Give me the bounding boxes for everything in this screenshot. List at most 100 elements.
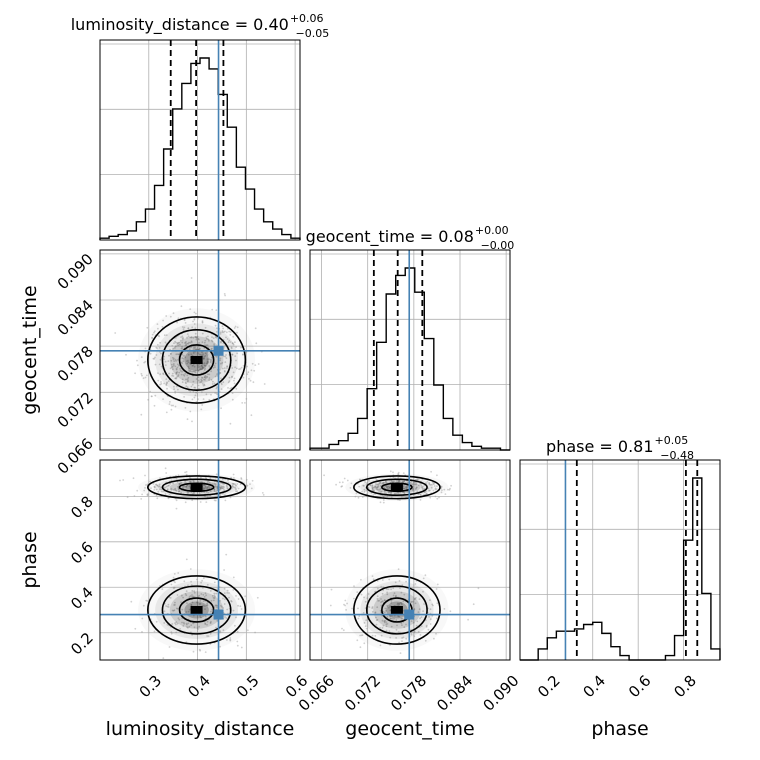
sample-dot-2-0-392 bbox=[182, 625, 185, 627]
ytick-geocent_time-1: 0.072 bbox=[54, 388, 97, 431]
sample-dot-1-0-695 bbox=[140, 356, 143, 358]
sample-dot-2-0-462 bbox=[215, 626, 217, 629]
sample-dot-2-1-168 bbox=[381, 482, 384, 485]
sample-dot-1-0-144 bbox=[175, 360, 178, 362]
sample-dot-2-0-334 bbox=[130, 600, 133, 603]
sample-dot-1-0-198 bbox=[169, 315, 172, 318]
sample-dot-1-0-613 bbox=[189, 308, 192, 310]
xtick-luminosity_distance-1: 0.4 bbox=[184, 672, 214, 702]
sample-dot-2-0-125 bbox=[234, 483, 237, 485]
sample-dot-1-0-393 bbox=[213, 364, 216, 367]
sample-dot-1-0-286 bbox=[187, 353, 190, 356]
sample-dot-1-0-62 bbox=[223, 370, 226, 373]
sample-dot-1-0-347 bbox=[187, 335, 190, 338]
sample-dot-1-0-66 bbox=[219, 333, 222, 335]
sample-dot-1-0-621 bbox=[232, 343, 235, 346]
sample-dot-1-0-196 bbox=[178, 364, 180, 367]
sample-dot-1-0-411 bbox=[207, 335, 209, 338]
sample-dot-1-0-605 bbox=[173, 357, 175, 360]
sample-dot-2-0-177 bbox=[153, 630, 156, 633]
sample-dot-2-0-670 bbox=[169, 488, 172, 491]
sample-dot-1-0-495 bbox=[201, 354, 204, 357]
sample-dot-2-1-111 bbox=[379, 644, 382, 647]
sample-dot-2-0-481 bbox=[177, 572, 180, 574]
sample-dot-2-1-572 bbox=[428, 489, 430, 492]
sample-dot-2-0-82 bbox=[213, 499, 216, 502]
sample-dot-2-1-545 bbox=[428, 616, 430, 618]
sample-dot-2-1-634 bbox=[414, 483, 417, 486]
sample-dot-1-0-302 bbox=[181, 335, 184, 338]
sample-dot-2-0-93 bbox=[174, 487, 177, 490]
sample-dot-2-1-573 bbox=[434, 487, 437, 490]
sample-dot-2-0-409 bbox=[165, 485, 168, 488]
sample-dot-2-0-433 bbox=[159, 488, 161, 490]
sample-dot-2-0-486 bbox=[183, 580, 186, 583]
sample-dot-2-1-639 bbox=[401, 584, 404, 586]
sample-dot-1-0-82 bbox=[173, 385, 175, 388]
sample-dot-1-0-630 bbox=[228, 376, 231, 379]
sample-dot-2-0-698 bbox=[175, 499, 178, 502]
sample-dot-1-0-634 bbox=[149, 352, 152, 355]
sample-dot-2-1-129 bbox=[413, 631, 415, 634]
sample-dot-1-0-587 bbox=[219, 341, 222, 343]
sample-dot-1-0-458 bbox=[197, 398, 199, 400]
sample-dot-2-1-522 bbox=[353, 597, 355, 600]
sample-dot-2-1-399 bbox=[383, 611, 386, 614]
sample-dot-1-0-253 bbox=[165, 384, 168, 387]
sample-dot-1-0-3 bbox=[205, 352, 208, 355]
sample-dot-2-1-498 bbox=[411, 489, 414, 492]
sample-dot-2-0-77 bbox=[249, 483, 251, 485]
sample-dot-2-0-414 bbox=[245, 485, 248, 487]
sample-dot-1-0-625 bbox=[232, 335, 235, 338]
sample-dot-1-0-338 bbox=[210, 360, 212, 362]
sample-dot-2-0-167 bbox=[175, 621, 178, 624]
sample-dot-2-1-75 bbox=[376, 488, 378, 490]
sample-dot-2-1-226 bbox=[371, 487, 374, 489]
sample-dot-2-0-692 bbox=[256, 596, 259, 599]
sample-dot-1-0-646 bbox=[193, 346, 196, 349]
sample-dot-1-0-382 bbox=[152, 357, 155, 360]
sample-dot-2-0-508 bbox=[207, 480, 210, 483]
sample-dot-1-0-620 bbox=[197, 337, 200, 340]
sample-dot-2-0-315 bbox=[182, 486, 185, 489]
sample-dot-2-1-450 bbox=[395, 480, 398, 482]
sample-dot-2-0-105 bbox=[239, 605, 242, 607]
sample-dot-1-0-203 bbox=[184, 322, 187, 324]
sample-dot-2-1-33 bbox=[434, 495, 437, 498]
sample-dot-1-0-149 bbox=[164, 341, 167, 344]
sample-dot-2-0-382 bbox=[219, 486, 222, 489]
sample-dot-2-1-566 bbox=[403, 626, 406, 628]
sample-dot-2-1-295 bbox=[414, 488, 417, 490]
sample-dot-1-0-509 bbox=[221, 367, 224, 370]
sample-dot-2-0-18 bbox=[211, 608, 214, 611]
sample-dot-2-0-120 bbox=[216, 489, 219, 492]
sample-dot-1-0-102 bbox=[206, 373, 209, 376]
sample-dot-1-0-477 bbox=[173, 388, 176, 391]
sample-dot-1-0-14 bbox=[185, 341, 187, 343]
sample-dot-2-1-570 bbox=[425, 490, 427, 493]
sample-dot-1-0-230 bbox=[245, 398, 248, 400]
sample-dot-2-1-243 bbox=[403, 492, 406, 495]
sample-dot-2-0-183 bbox=[185, 473, 188, 476]
sample-dot-2-1-86 bbox=[367, 486, 370, 489]
sample-dot-1-0-367 bbox=[172, 363, 175, 365]
sample-dot-2-1-604 bbox=[416, 490, 419, 493]
sample-dot-2-1-302 bbox=[350, 482, 353, 485]
sample-dot-2-0-219 bbox=[198, 594, 201, 597]
sample-dot-2-1-228 bbox=[380, 585, 383, 588]
sample-dot-2-0-579 bbox=[155, 494, 158, 497]
sample-dot-2-0-512 bbox=[209, 632, 212, 635]
sample-dot-2-1-658 bbox=[386, 615, 389, 618]
title-geocent-time: geocent_time = 0.08+0.00 −0.00 bbox=[306, 224, 515, 252]
sample-dot-2-0-203 bbox=[189, 568, 192, 570]
sample-dot-2-1-576 bbox=[360, 578, 362, 581]
sample-dot-1-0-635 bbox=[188, 368, 191, 370]
sample-dot-2-1-372 bbox=[399, 587, 401, 589]
sample-dot-1-0-696 bbox=[196, 364, 199, 367]
sample-dot-2-1-308 bbox=[385, 609, 387, 612]
sample-dot-2-1-662 bbox=[374, 635, 377, 637]
sample-dot-2-1-367 bbox=[414, 598, 416, 600]
sample-dot-2-0-350 bbox=[190, 603, 193, 606]
sample-dot-1-0-680 bbox=[186, 374, 189, 377]
sample-dot-1-0-206 bbox=[189, 346, 191, 349]
